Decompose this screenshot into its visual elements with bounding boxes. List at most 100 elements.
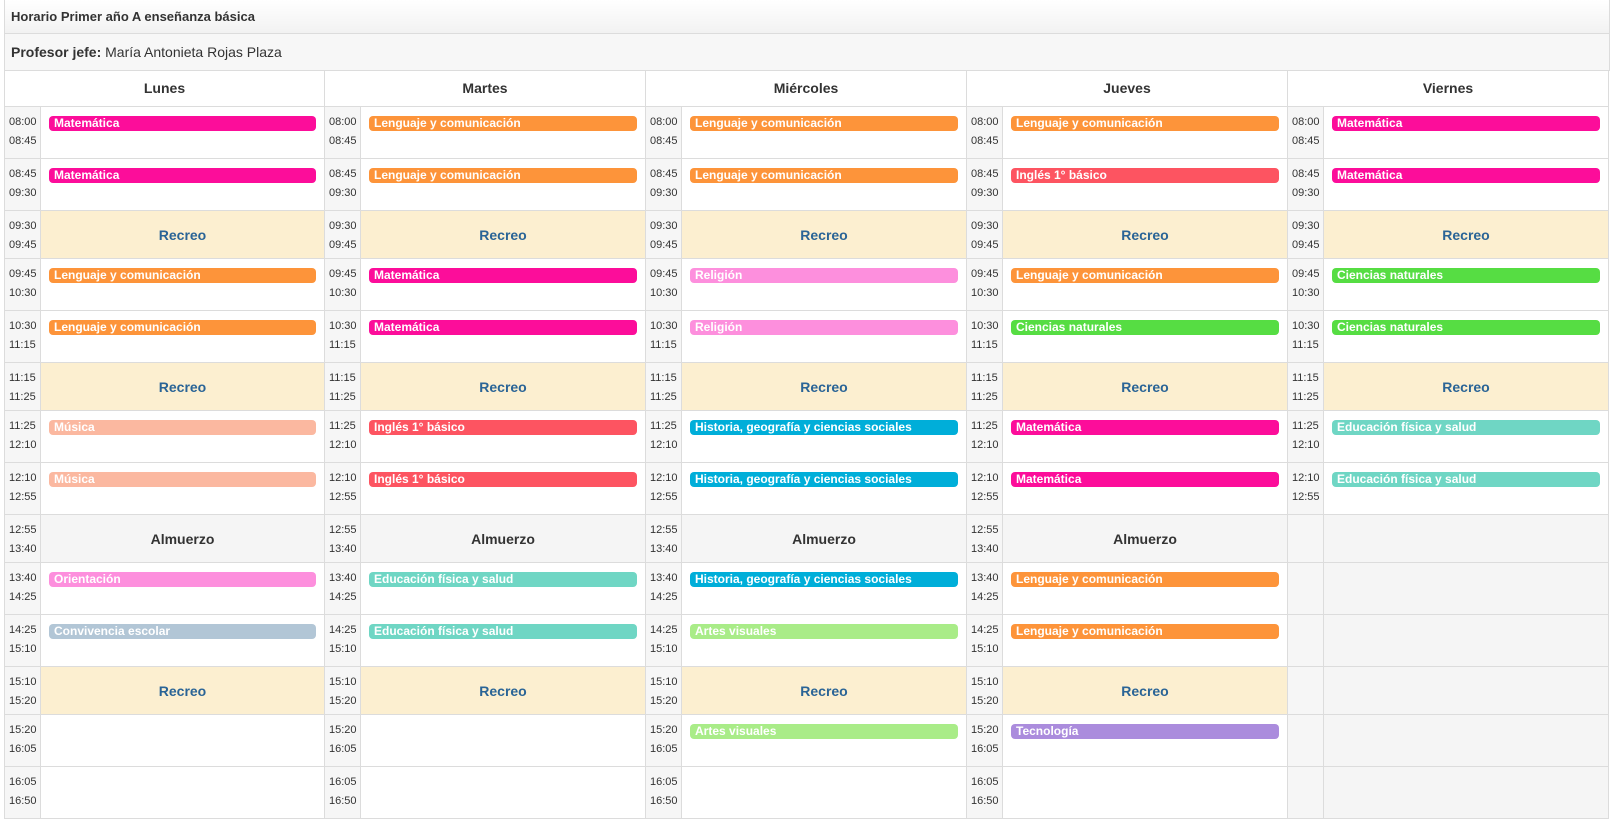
slot-start-time: 11:25	[1292, 420, 1319, 432]
slot-time: 08:45 09:30	[325, 159, 361, 210]
slot-time: 08:00 08:45	[646, 107, 682, 158]
subject-badge[interactable]: Matemática	[369, 320, 637, 335]
subject-badge[interactable]: Religión	[690, 320, 958, 335]
slot-cell: Música	[41, 463, 324, 514]
slot-time: 11:25 12:10	[646, 411, 682, 462]
subject-badge[interactable]: Lenguaje y comunicación	[690, 116, 958, 131]
slot-cell: Matemática	[1003, 463, 1287, 514]
subject-badge[interactable]: Matemática	[1011, 472, 1279, 487]
subject-badge[interactable]: Ciencias naturales	[1011, 320, 1279, 335]
slot-start-time: 11:25	[9, 420, 36, 432]
time-slot-row: 08:45 09:30 Matemática	[1288, 159, 1608, 211]
slot-end-time: 10:30	[971, 287, 999, 299]
time-slot-row: 11:15 11:25 Recreo	[646, 363, 966, 411]
slot-end-time: 15:20	[9, 695, 37, 707]
slot-time: 08:45 09:30	[1288, 159, 1324, 210]
subject-badge[interactable]: Educación física y salud	[369, 624, 637, 639]
slot-start-time: 13:40	[971, 572, 999, 584]
slot-time: 14:25 15:10	[967, 615, 1003, 666]
time-slot-row	[1288, 515, 1608, 563]
slot-time: 13:40 14:25	[325, 563, 361, 614]
subject-badge[interactable]: Matemática	[49, 168, 316, 183]
subject-badge[interactable]: Convivencia escolar	[49, 624, 316, 639]
slot-time: 09:30 09:45	[325, 211, 361, 258]
slot-start-time: 15:20	[9, 724, 37, 736]
subject-badge[interactable]: Lenguaje y comunicación	[49, 268, 316, 283]
subject-badge[interactable]: Lenguaje y comunicación	[690, 168, 958, 183]
slot-start-time: 12:10	[9, 472, 37, 484]
slot-end-time: 11:15	[971, 339, 998, 351]
empty-slot	[361, 715, 645, 766]
subject-badge[interactable]: Lenguaje y comunicación	[369, 116, 637, 131]
slot-time: 16:05 16:50	[5, 767, 41, 818]
slot-time: 16:05 16:50	[646, 767, 682, 818]
subject-badge[interactable]: Música	[49, 472, 316, 487]
slot-cell: Ciencias naturales	[1003, 311, 1287, 362]
subject-badge[interactable]: Inglés 1° básico	[369, 420, 637, 435]
slot-end-time: 11:25	[9, 391, 36, 403]
slot-time: 09:45 10:30	[1288, 259, 1324, 310]
subject-badge[interactable]: Inglés 1° básico	[369, 472, 637, 487]
subject-badge[interactable]: Música	[49, 420, 316, 435]
day-column-lunes: Lunes 08:00 08:45 Matemática 08:45 09:30 Matem…	[4, 71, 325, 819]
subject-badge[interactable]: Historia, geografía y ciencias sociales	[690, 420, 958, 435]
subject-badge[interactable]: Matemática	[1011, 420, 1279, 435]
time-slot-row: 12:10 12:55 Matemática	[967, 463, 1287, 515]
slot-cell: Lenguaje y comunicación	[682, 107, 966, 158]
time-slot-row: 12:55 13:40 Almuerzo	[325, 515, 645, 563]
subject-badge[interactable]: Lenguaje y comunicación	[1011, 268, 1279, 283]
slot-time	[1288, 767, 1324, 818]
subject-badge[interactable]: Lenguaje y comunicación	[369, 168, 637, 183]
slot-end-time: 09:45	[1292, 239, 1320, 251]
slot-start-time: 15:10	[650, 676, 678, 688]
subject-badge[interactable]: Ciencias naturales	[1332, 268, 1600, 283]
subject-badge[interactable]: Matemática	[1332, 116, 1600, 131]
time-slot-row: 09:45 10:30 Matemática	[325, 259, 645, 311]
slot-time: 12:55 13:40	[967, 515, 1003, 562]
subject-badge[interactable]: Ciencias naturales	[1332, 320, 1600, 335]
slot-start-time: 11:15	[9, 372, 36, 384]
subject-badge[interactable]: Matemática	[49, 116, 316, 131]
time-slot-row: 15:10 15:20 Recreo	[5, 667, 324, 715]
subject-badge[interactable]: Artes visuales	[690, 724, 958, 739]
slot-time: 08:45 09:30	[646, 159, 682, 210]
recreo-label: Recreo	[1121, 226, 1169, 243]
time-slot-row: 11:15 11:25 Recreo	[325, 363, 645, 411]
slot-time: 08:00 08:45	[1288, 107, 1324, 158]
subject-badge[interactable]: Inglés 1° básico	[1011, 168, 1279, 183]
subject-badge[interactable]: Matemática	[1332, 168, 1600, 183]
slot-start-time: 16:05	[329, 776, 357, 788]
time-slot-row: 09:45 10:30 Lenguaje y comunicación	[967, 259, 1287, 311]
slot-end-time: 09:45	[329, 239, 357, 251]
slot-time: 16:05 16:50	[967, 767, 1003, 818]
slot-end-time: 08:45	[971, 135, 999, 147]
subject-badge[interactable]: Orientación	[49, 572, 316, 587]
time-slot-row: 12:10 12:55 Inglés 1° básico	[325, 463, 645, 515]
slot-time: 09:45 10:30	[646, 259, 682, 310]
teacher-label: Profesor jefe:	[11, 44, 102, 60]
time-slot-row: 11:25 12:10 Historia, geografía y ciencias…	[646, 411, 966, 463]
subject-badge[interactable]: Lenguaje y comunicación	[1011, 624, 1279, 639]
subject-badge[interactable]: Educación física y salud	[1332, 472, 1600, 487]
subject-badge[interactable]: Lenguaje y comunicación	[49, 320, 316, 335]
slot-cell: Lenguaje y comunicación	[1003, 107, 1287, 158]
time-slot-row: 11:25 12:10 Inglés 1° básico	[325, 411, 645, 463]
time-slot-row: 15:20 16:05 Tecnología	[967, 715, 1287, 767]
slot-end-time: 15:20	[971, 695, 999, 707]
recreo-label: Recreo	[800, 378, 848, 395]
slot-start-time: 08:45	[1292, 168, 1320, 180]
subject-badge[interactable]: Historia, geografía y ciencias sociales	[690, 472, 958, 487]
subject-badge[interactable]: Educación física y salud	[369, 572, 637, 587]
subject-badge[interactable]: Lenguaje y comunicación	[1011, 116, 1279, 131]
subject-badge[interactable]: Tecnología	[1011, 724, 1279, 739]
subject-badge[interactable]: Artes visuales	[690, 624, 958, 639]
subject-badge[interactable]: Lenguaje y comunicación	[1011, 572, 1279, 587]
slot-end-time: 16:05	[650, 743, 678, 755]
slot-time: 11:25 12:10	[967, 411, 1003, 462]
slot-time: 09:45 10:30	[967, 259, 1003, 310]
subject-badge[interactable]: Historia, geografía y ciencias sociales	[690, 572, 958, 587]
subject-badge[interactable]: Religión	[690, 268, 958, 283]
subject-badge[interactable]: Matemática	[369, 268, 637, 283]
time-slot-row: 16:05 16:50	[646, 767, 966, 819]
subject-badge[interactable]: Educación física y salud	[1332, 420, 1600, 435]
